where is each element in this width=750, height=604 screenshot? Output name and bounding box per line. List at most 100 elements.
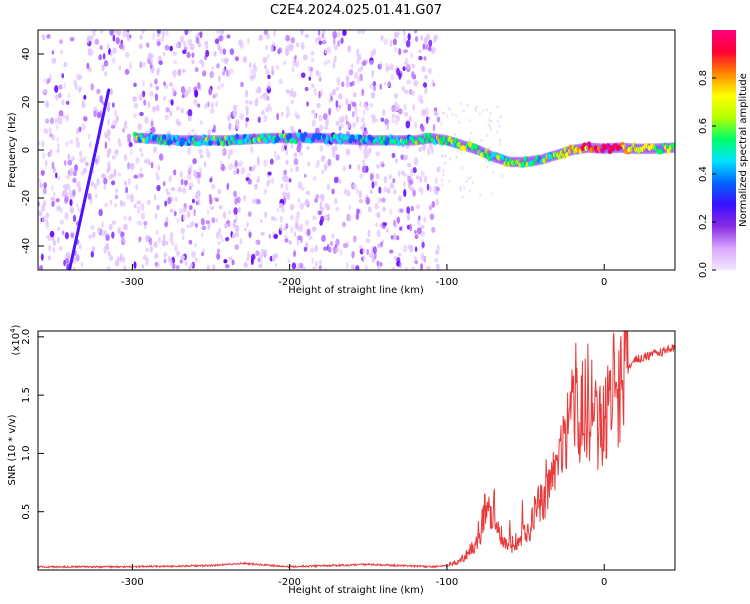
noise-point — [361, 60, 367, 66]
noise-point — [414, 36, 419, 42]
noise-point — [358, 190, 362, 199]
noise-point — [188, 205, 193, 211]
noise-point — [312, 215, 317, 221]
ridge-point — [565, 151, 570, 158]
noise-point — [184, 30, 189, 36]
noise-point — [209, 70, 214, 79]
noise-point — [190, 262, 194, 268]
noise-point — [293, 250, 296, 258]
noise-point — [361, 88, 365, 97]
ridge-point — [542, 157, 547, 164]
snr-series-line — [38, 331, 675, 570]
noise-point — [101, 173, 105, 179]
noise-point — [149, 91, 154, 97]
spectrogram-marks — [38, 30, 675, 270]
noise-point — [136, 200, 142, 205]
noise-point — [201, 252, 204, 257]
noise-point — [107, 160, 111, 169]
noise-point — [327, 158, 332, 167]
ridge-point — [589, 147, 594, 153]
noise-point — [300, 42, 305, 50]
noise-point — [158, 60, 163, 66]
noise-point — [342, 243, 348, 249]
noise-point — [191, 250, 196, 258]
noise-point — [392, 178, 396, 184]
noise-point — [194, 222, 198, 228]
noise-point — [219, 46, 223, 55]
noise-point — [467, 176, 470, 180]
noise-point — [250, 74, 254, 82]
noise-point — [342, 165, 346, 172]
noise-point — [150, 120, 154, 129]
noise-point — [335, 238, 340, 246]
noise-point — [406, 162, 412, 168]
noise-point — [179, 259, 183, 264]
noise-point — [375, 222, 378, 227]
noise-point — [186, 210, 191, 219]
noise-point — [52, 192, 56, 197]
noise-point — [316, 102, 321, 109]
ridge-point — [221, 140, 227, 147]
noise-point — [405, 120, 411, 129]
noise-point — [103, 183, 107, 190]
ridge-point — [227, 139, 233, 146]
noise-point — [390, 235, 394, 240]
noise-point — [396, 235, 400, 241]
noise-point — [137, 122, 142, 131]
noise-point — [195, 172, 198, 180]
noise-point — [362, 149, 368, 156]
noise-point — [396, 216, 401, 224]
noise-point — [176, 251, 179, 258]
noise-point — [218, 205, 223, 210]
noise-point — [220, 82, 225, 88]
noise-point — [335, 206, 340, 212]
noise-point — [250, 257, 254, 266]
noise-point — [50, 134, 54, 140]
noise-point — [65, 261, 71, 266]
noise-point — [170, 99, 174, 106]
noise-point — [423, 56, 427, 61]
colorbar-gradient — [712, 30, 736, 270]
noise-point — [488, 123, 491, 127]
noise-point — [209, 177, 213, 183]
noise-point — [257, 257, 261, 263]
noise-point — [436, 186, 440, 192]
noise-point — [346, 190, 351, 197]
noise-point — [194, 194, 199, 200]
noise-point — [217, 43, 221, 51]
noise-point — [45, 118, 50, 124]
x-tick-label: -200 — [278, 277, 301, 288]
noise-point — [49, 150, 52, 156]
noise-point — [365, 238, 371, 244]
noise-point — [285, 45, 290, 54]
diagonal-streak — [67, 88, 111, 270]
noise-point — [147, 101, 151, 109]
noise-point — [228, 122, 232, 131]
noise-point — [285, 223, 289, 229]
noise-point — [357, 30, 362, 35]
noise-point — [369, 172, 375, 181]
noise-point — [201, 225, 207, 231]
noise-point — [290, 203, 295, 211]
noise-point — [318, 90, 321, 99]
noise-point — [65, 115, 69, 122]
noise-point — [175, 43, 180, 49]
ridge-point — [670, 143, 675, 149]
noise-point — [189, 221, 193, 229]
noise-point — [269, 158, 274, 165]
noise-point — [106, 128, 111, 137]
noise-point — [295, 165, 299, 172]
noise-point — [488, 146, 491, 150]
noise-point — [83, 116, 88, 122]
noise-point — [67, 93, 71, 98]
noise-point — [83, 94, 87, 100]
noise-point — [275, 64, 280, 70]
noise-point — [125, 186, 129, 194]
noise-point — [365, 196, 371, 205]
noise-point — [304, 34, 309, 39]
noise-point — [197, 177, 200, 185]
noise-point — [305, 190, 311, 196]
noise-point — [114, 194, 119, 200]
noise-point — [402, 244, 408, 253]
